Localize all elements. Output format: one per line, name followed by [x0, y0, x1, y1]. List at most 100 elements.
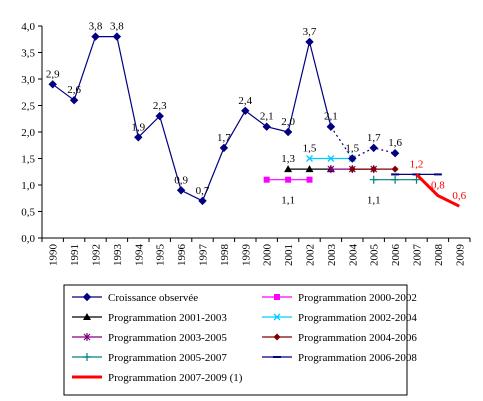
legend-label: Programmation 2006-2008	[298, 352, 417, 364]
series-0	[48, 32, 336, 206]
legend-label: Programmation 2007-2009 (1)	[108, 372, 243, 384]
y-tick-label: 2,5	[21, 101, 35, 113]
data-point	[155, 111, 164, 121]
legend-item: Programmation 2000-2002	[262, 292, 417, 304]
data-label: 0,9	[174, 174, 188, 186]
x-tick-label: 2006	[390, 244, 402, 267]
x-tick-label: 1999	[240, 243, 252, 266]
data-point	[263, 176, 270, 183]
x-tick-label: 1996	[176, 244, 188, 267]
y-tick-label: 0,0	[21, 233, 35, 245]
data-label: 2,0	[281, 116, 295, 128]
series-1	[263, 176, 313, 183]
legend-marker	[83, 333, 91, 341]
legend-item: Programmation 2003-2005	[72, 332, 227, 344]
data-point	[262, 122, 271, 131]
legend-label: Programmation 2003-2005	[108, 332, 227, 344]
y-tick-label: 1,0	[21, 180, 35, 192]
data-point	[241, 106, 250, 116]
data-label: 1,7	[367, 132, 381, 144]
x-tick-label: 2001	[283, 244, 295, 266]
x-tick-label: 2007	[412, 244, 424, 267]
data-label: 3,8	[110, 21, 124, 33]
data-label: 1,2	[410, 158, 424, 170]
data-label: 2,9	[46, 68, 60, 80]
data-label: 2,1	[324, 111, 338, 123]
legend-box	[63, 284, 408, 396]
legend-label: Croissance observée	[108, 292, 198, 304]
legend-marker	[82, 292, 92, 302]
series-line	[330, 126, 396, 160]
legend-marker	[274, 294, 280, 300]
data-point	[369, 175, 378, 184]
legend-item: Programmation 2006-2008	[262, 352, 417, 364]
data-label: 2,1	[260, 111, 274, 123]
x-tick-label: 2000	[262, 244, 274, 267]
y-tick-label: 2,0	[21, 127, 35, 139]
series-line	[415, 173, 460, 208]
data-point	[391, 165, 399, 173]
series-8	[415, 173, 460, 208]
data-point	[134, 133, 143, 142]
data-point	[390, 148, 400, 158]
data-label: 1,1	[281, 195, 295, 207]
x-tick-label: 2002	[305, 244, 317, 266]
data-point	[305, 165, 314, 173]
x-tick-label: 2004	[347, 244, 359, 267]
legend-label: Programmation 2004-2006	[298, 332, 417, 344]
data-point	[112, 32, 122, 41]
data-point	[369, 143, 378, 153]
series-3	[306, 155, 356, 162]
legend-marker	[83, 353, 91, 361]
legend-label: Programmation 2001-2003	[108, 312, 227, 324]
legend-label: Programmation 2005-2007	[108, 352, 227, 364]
data-label: 0,7	[196, 185, 210, 197]
data-label: 3,7	[303, 26, 317, 38]
data-point	[370, 165, 378, 173]
data-point	[326, 122, 336, 131]
data-point	[48, 80, 57, 89]
legend-item: Programmation 2004-2006	[262, 332, 417, 344]
data-point	[91, 32, 100, 41]
x-tick-label: 2009	[454, 244, 466, 267]
data-label: 3,8	[89, 21, 103, 33]
data-point	[305, 37, 314, 47]
data-point	[412, 175, 421, 184]
data-label: 1,5	[345, 143, 359, 155]
data-point	[348, 154, 357, 163]
legend-item: Croissance observée	[72, 292, 198, 304]
data-label: 2,6	[67, 84, 81, 96]
data-point	[306, 176, 313, 183]
series-9	[326, 122, 400, 163]
x-tick-label: 1994	[133, 244, 145, 267]
legend-marker	[273, 313, 281, 321]
legend-item: Programmation 2002-2004	[262, 312, 417, 324]
data-point	[327, 165, 335, 174]
legend-item: Programmation 2001-2003	[72, 312, 227, 324]
data-label: 1,9	[131, 121, 145, 133]
x-tick-label: 2008	[433, 244, 445, 267]
data-point	[69, 95, 79, 105]
y-tick-label: 3,5	[21, 48, 35, 60]
legend-item: Programmation 2005-2007	[72, 352, 227, 364]
x-tick-label: 1998	[219, 244, 231, 267]
legend-label: Programmation 2000-2002	[298, 292, 417, 304]
x-tick-label: 1990	[48, 244, 60, 267]
data-point	[283, 127, 293, 137]
data-label: 1,7	[217, 132, 231, 144]
data-label: 0,8	[431, 180, 445, 192]
y-tick-label: 4,0	[21, 21, 35, 33]
data-label: 2,4	[238, 95, 252, 107]
x-tick-label: 2003	[326, 244, 338, 267]
x-tick-label: 1993	[112, 244, 124, 267]
y-tick-label: 3,0	[21, 74, 35, 86]
legend-label: Programmation 2002-2004	[298, 312, 417, 324]
x-tick-label: 1997	[198, 244, 210, 267]
data-label: 0,6	[452, 190, 466, 202]
legend-marker	[83, 313, 91, 320]
x-tick-label: 1995	[155, 244, 167, 267]
data-label: 1,5	[303, 143, 317, 155]
data-point	[198, 196, 207, 206]
data-point	[348, 165, 356, 173]
